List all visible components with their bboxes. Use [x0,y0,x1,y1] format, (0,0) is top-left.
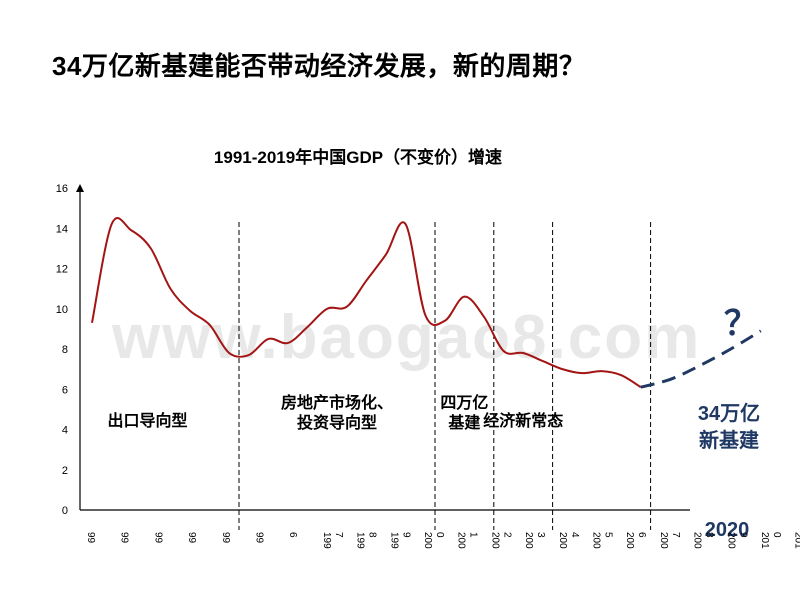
x-tick-text: 199 [321,532,332,549]
x-tick-text: 200 [725,532,736,549]
x-tick-text: 99 [186,532,197,544]
x-tick-text: 200 [456,532,467,549]
y-tick-label: 0 [62,505,68,517]
x-tick-label: 199 9 [388,532,411,549]
x-tick-text: 99 [152,532,163,544]
period-label: 房地产市场化、 [281,393,393,412]
x-tick-label: 200 4 [557,532,580,549]
x-tick-label: 99 [119,532,130,544]
y-axis-arrow [76,184,84,192]
x-tick-label: 201 0 [759,532,782,549]
x-tick-text: 2 [501,532,512,538]
watermark: www.baogao8.com [112,303,702,372]
x-tick-label: 200 1 [456,532,479,549]
x-tick-label: 99 [254,532,265,544]
y-tick-label: 16 [56,183,68,195]
x-tick-text: 8 [367,532,378,538]
period-label: 四万亿 [440,393,488,412]
y-tick-label: 8 [62,344,68,356]
x-tick-labels: 99 99 99 99 99 99 6 199 7 199 8 199 9 200 0 200 1 200 2 200… [85,532,800,549]
x-tick-label: 99 [186,532,197,544]
x-tick-label: 200 8 [692,532,715,549]
x-tick-text: 99 [254,532,265,544]
x-tick-text: 200 [422,532,433,549]
x-tick-label: 99 [152,532,163,544]
period-label: 出口导向型 [107,411,187,430]
x-tick-label: 99 [85,532,96,544]
x-tick-text: 9 [737,532,748,538]
period-label: 投资导向型 [297,413,377,432]
x-tick-text: 201 [793,532,800,549]
x-tick-text: 8 [704,532,715,538]
x-tick-label: 99 [220,532,231,544]
x-tick-label: 200 0 [422,532,445,549]
x-tick-label: 199 7 [321,532,344,549]
x-tick-label: 200 6 [624,532,647,549]
x-tick-text: 200 [523,532,534,549]
x-tick-label: 199 8 [355,532,378,549]
y-tick-label: 14 [56,223,68,235]
x-tick-text: 0 [434,532,445,538]
x-tick-text: 99 [119,532,130,544]
chart-title: 1991-2019年中国GDP（不变价）增速 [214,147,502,167]
gdp-growth-line [91,217,642,389]
y-tick-label: 2 [62,465,68,477]
x-tick-text: 201 [759,532,770,549]
y-tick-label: 12 [56,264,68,276]
x-tick-text: 6 [287,532,298,538]
x-tick-text: 200 [624,532,635,549]
series-lines: ？ [91,217,762,389]
x-tick-text: 7 [670,532,681,538]
x-tick-text: 99 [220,532,231,544]
x-tick-text: 199 [355,532,366,549]
y-tick-label: 4 [62,425,68,437]
x-tick-text: 199 [388,532,399,549]
future-year-label: 2020 [705,519,750,541]
x-tick-text: 200 [658,532,669,549]
x-tick-label: 200 5 [591,532,614,549]
x-tick-text: 4 [569,532,580,538]
x-tick-text: 200 [692,532,703,549]
slide-title: 34万亿新基建能否带动经济发展，新的周期？ [52,51,586,81]
x-tick-text: 3 [535,532,546,538]
x-tick-text: 7 [333,532,344,538]
x-tick-text: 1 [468,532,479,538]
future-period-label: 新基建 [699,428,759,452]
x-tick-label: 200 7 [658,532,681,549]
x-tick-label: 200 2 [489,532,512,549]
y-tick-label: 6 [62,384,68,396]
x-tick-label: 200 9 [725,532,748,549]
axes: 0 2 4 6 8 10 12 14 16 [56,183,690,517]
period-dividers [238,222,652,530]
x-tick-text: 200 [489,532,500,549]
future-period-label: 34万亿 [698,401,760,425]
x-tick-label: 6 [287,532,298,538]
x-tick-label: 200 3 [523,532,546,549]
x-tick-text: 9 [400,532,411,538]
y-tick-label: 10 [56,304,68,316]
x-tick-text: 0 [771,532,782,538]
period-label: 经济新常态 [483,411,563,430]
x-tick-text: 5 [603,532,614,538]
x-tick-text: 200 [591,532,602,549]
x-tick-text: 200 [557,532,568,549]
x-tick-text: 6 [636,532,647,538]
x-tick-text: 99 [85,532,96,544]
projection-question-mark: ？ [724,305,758,343]
period-label: 基建 [447,413,480,432]
x-tick-label: 2011 [793,532,800,549]
